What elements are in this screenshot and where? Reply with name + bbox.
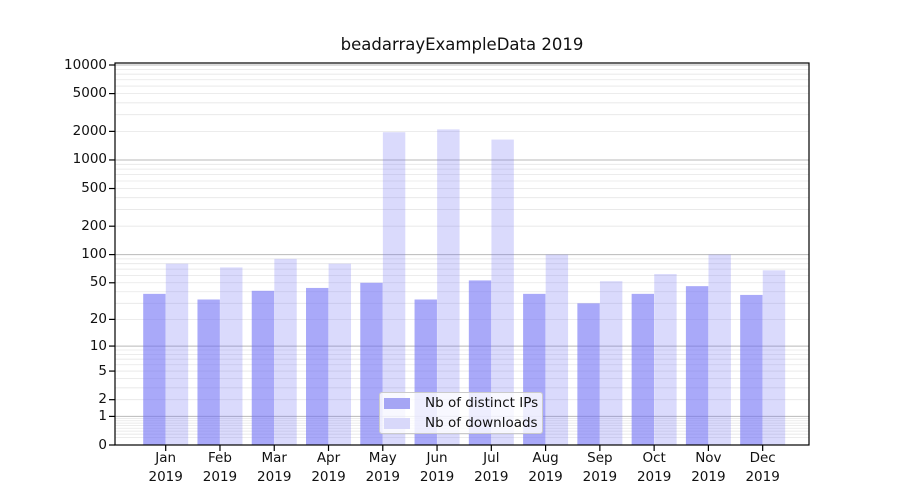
y-tick-label-500: 500 <box>81 180 107 197</box>
bar-jan-downloads <box>165 263 189 445</box>
bar-jan-distinct-ips <box>143 293 166 445</box>
bar-mar-downloads <box>274 258 297 445</box>
chart-title: beadarrayExampleData 2019 <box>340 35 584 54</box>
y-tick-label-0: 0 <box>98 436 107 453</box>
x-tick-label-apr: Apr 2019 <box>311 450 346 485</box>
x-tick-label-jun: Jun 2019 <box>419 450 455 485</box>
legend-label-distinct-ips: Nb of distinct IPs <box>425 395 539 411</box>
x-tick-label-feb: Feb 2019 <box>202 450 238 485</box>
x-tick-label-dec: Dec 2019 <box>745 450 780 485</box>
x-tick-label-may: May 2019 <box>365 450 400 485</box>
legend-swatch-distinct-ips-icon <box>384 397 410 409</box>
x-tick-label-jan: Jan 2019 <box>148 450 183 485</box>
bar-nov-distinct-ips <box>685 286 709 445</box>
x-tick-label-aug: Aug 2019 <box>528 450 563 485</box>
y-tick-label-10: 10 <box>89 337 107 354</box>
bar-aug-downloads <box>545 254 569 445</box>
bar-oct-distinct-ips <box>631 293 655 445</box>
y-tick-label-20: 20 <box>89 310 107 327</box>
legend: Nb of distinct IPs Nb of downloads <box>379 392 543 434</box>
bar-jun-downloads <box>437 129 460 445</box>
y-tick-label-10000: 10000 <box>64 56 107 73</box>
y-tick-label-5000: 5000 <box>72 85 107 102</box>
x-tick-label-sep: Sep 2019 <box>582 450 618 485</box>
y-tick-label-100: 100 <box>81 246 107 263</box>
y-tick-label-5: 5 <box>98 362 107 379</box>
bar-feb-distinct-ips <box>197 299 220 445</box>
bar-dec-distinct-ips <box>740 294 763 445</box>
x-tick-label-nov: Nov 2019 <box>691 450 726 485</box>
y-tick-label-200: 200 <box>81 217 107 234</box>
y-tick-label-1000: 1000 <box>72 151 107 168</box>
legend-swatch-downloads-icon <box>384 417 410 429</box>
bar-nov-downloads <box>708 254 731 445</box>
bar-sep-downloads <box>599 281 623 445</box>
bar-apr-downloads <box>328 263 352 445</box>
y-tick-label-2: 2 <box>98 391 107 408</box>
bar-sep-distinct-ips <box>577 303 600 445</box>
legend-label-downloads: Nb of downloads <box>425 415 538 431</box>
y-tick-label-50: 50 <box>89 274 107 291</box>
bar-feb-downloads <box>220 267 243 445</box>
y-tick-label-1: 1 <box>98 407 107 424</box>
bar-mar-distinct-ips <box>251 290 275 445</box>
bar-dec-downloads <box>762 270 786 445</box>
y-tick-label-2000: 2000 <box>72 122 107 139</box>
bar-apr-distinct-ips <box>306 287 329 445</box>
legend-entry-distinct-ips: Nb of distinct IPs <box>380 393 542 413</box>
bar-may-distinct-ips <box>360 282 383 445</box>
bar-jul-downloads <box>491 139 514 446</box>
x-tick-label-jul: Jul 2019 <box>474 450 509 485</box>
x-tick-label-oct: Oct 2019 <box>636 450 672 485</box>
legend-entry-downloads: Nb of downloads <box>380 413 542 433</box>
bar-oct-downloads <box>654 274 677 445</box>
bar-may-downloads <box>382 132 406 445</box>
x-tick-label-mar: Mar 2019 <box>257 450 292 485</box>
